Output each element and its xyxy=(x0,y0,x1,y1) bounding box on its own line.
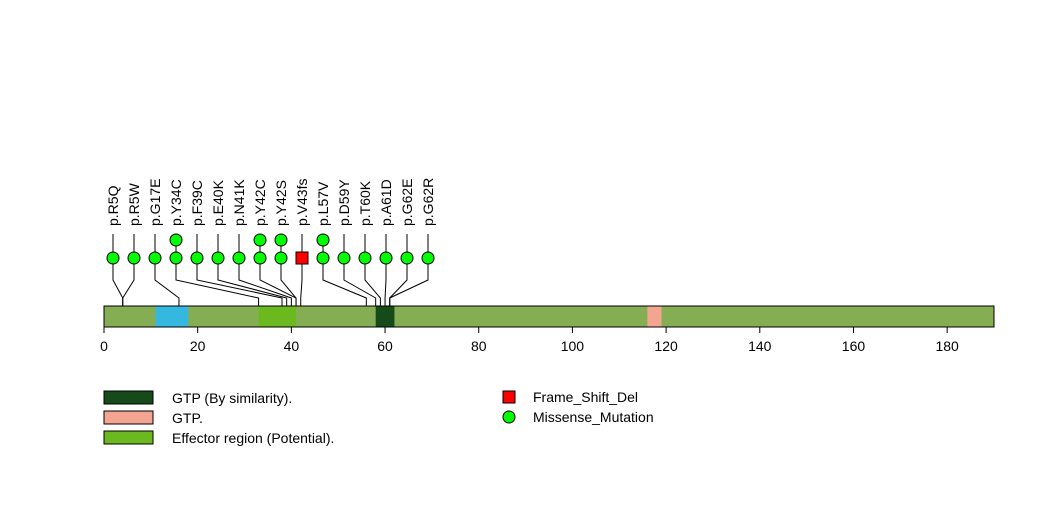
mutation-stem-10 xyxy=(322,258,367,306)
x-tick-label-140: 140 xyxy=(748,338,772,354)
mutation-label-12: p.T60K xyxy=(357,180,373,226)
mutation-marker-13-0 xyxy=(379,251,393,265)
mutation-marker-7-1 xyxy=(253,233,267,247)
mutation-label-3: p.Y34C xyxy=(168,179,184,226)
mutation-stem-7 xyxy=(259,258,297,306)
mutation-marker-11-0 xyxy=(337,251,351,265)
mutation-stem-11 xyxy=(343,258,377,306)
x-tick-label-40: 40 xyxy=(284,338,300,354)
x-tick-label-20: 20 xyxy=(190,338,206,354)
legend-mutation-label-0: Frame_Shift_Del xyxy=(533,389,638,405)
mutation-marker-3-0 xyxy=(169,251,183,265)
mutation-stem-8 xyxy=(280,258,297,306)
mutation-label-8: p.Y42S xyxy=(273,180,289,226)
mutation-label-1: p.R5W xyxy=(126,182,142,226)
mutation-stem-5 xyxy=(217,258,288,306)
mutation-marker-7-0 xyxy=(253,251,267,265)
mutation-label-13: p.A61D xyxy=(378,179,394,226)
mutation-label-5: p.E40K xyxy=(210,179,226,226)
mutation-stem-13 xyxy=(384,258,387,306)
mutation-marker-3-1 xyxy=(169,233,183,247)
mutation-marker-15-0 xyxy=(421,251,435,265)
domain-0 xyxy=(155,306,189,327)
mutation-stem-3 xyxy=(175,258,260,306)
mutation-label-7: p.Y42C xyxy=(252,179,268,226)
x-tick-label-120: 120 xyxy=(654,338,678,354)
mutation-label-14: p.G62E xyxy=(399,179,415,226)
mutation-stem-15 xyxy=(389,258,429,306)
mutation-label-9: p.V43fs xyxy=(294,179,310,226)
mutation-marker-10-1 xyxy=(316,233,330,247)
legend-mutation-label-1: Missense_Mutation xyxy=(533,409,654,425)
mutation-marker-9-0 xyxy=(295,251,309,265)
mutation-label-4: p.F39C xyxy=(189,180,205,226)
mutation-marker-6-0 xyxy=(232,251,246,265)
mutation-label-0: p.R5Q xyxy=(105,185,121,226)
mutation-marker-8-1 xyxy=(274,233,288,247)
mutation-stem-9 xyxy=(300,258,303,306)
x-axis: 0 20 40 60 80 100 120 140 160 180 xyxy=(100,326,959,354)
legend-domain-swatch-0 xyxy=(103,390,154,405)
mutation-marker-0-0 xyxy=(106,251,120,265)
mutation-marker-2-0 xyxy=(148,251,162,265)
x-tick-label-0: 0 xyxy=(100,338,108,354)
mutation-stem-2 xyxy=(154,258,180,306)
mutation-label-15: p.G62R xyxy=(420,178,436,226)
legend-mutation-symbol-1 xyxy=(502,410,516,424)
mutation-labels: p.R5Q p.R5W p.G17E p.Y34C p.F39C p.E40K p.N41K… xyxy=(105,178,436,226)
legend-mutation-symbol-0 xyxy=(502,390,516,404)
mutation-stem-4 xyxy=(196,258,283,306)
domain-1 xyxy=(258,306,297,327)
mutation-marker-8-0 xyxy=(274,251,288,265)
x-tick-label-80: 80 xyxy=(471,338,487,354)
legend-domain-label-0: GTP (By similarity). xyxy=(172,390,292,406)
legend-domain-label-1: GTP. xyxy=(172,410,203,426)
domain-2 xyxy=(375,306,395,327)
mutation-label-11: p.D59Y xyxy=(336,179,352,226)
mutation-stem-0 xyxy=(112,258,124,306)
mutation-marker-5-0 xyxy=(211,251,225,265)
legend-domain-label-2: Effector region (Potential). xyxy=(172,430,334,446)
legend: GTP (By similarity). GTP. Effector region … xyxy=(103,389,654,446)
mutation-stem-1 xyxy=(122,258,135,306)
mutation-stem-12 xyxy=(364,258,381,306)
mutation-label-6: p.N41K xyxy=(231,179,247,226)
protein-backbone xyxy=(104,306,994,327)
mutation-stems xyxy=(112,234,429,306)
mutation-marker-14-0 xyxy=(400,251,414,265)
x-tick-label-60: 60 xyxy=(377,338,393,354)
mutation-marker-1-0 xyxy=(127,251,141,265)
mutation-label-10: p.L57V xyxy=(315,181,331,226)
mutation-markers xyxy=(106,233,435,265)
mutation-label-2: p.G17E xyxy=(147,179,163,226)
mutation-marker-10-0 xyxy=(316,251,330,265)
x-tick-label-160: 160 xyxy=(842,338,866,354)
protein-backbone-group xyxy=(103,305,995,328)
domain-3 xyxy=(647,306,662,327)
mutation-marker-4-0 xyxy=(190,251,204,265)
legend-domain-swatch-1 xyxy=(103,410,154,425)
mutation-stem-14 xyxy=(389,258,408,306)
x-tick-label-100: 100 xyxy=(561,338,585,354)
legend-domain-swatch-2 xyxy=(103,430,154,445)
mutation-marker-12-0 xyxy=(358,251,372,265)
mutation-stem-6 xyxy=(238,258,292,306)
x-tick-label-180: 180 xyxy=(935,338,959,354)
